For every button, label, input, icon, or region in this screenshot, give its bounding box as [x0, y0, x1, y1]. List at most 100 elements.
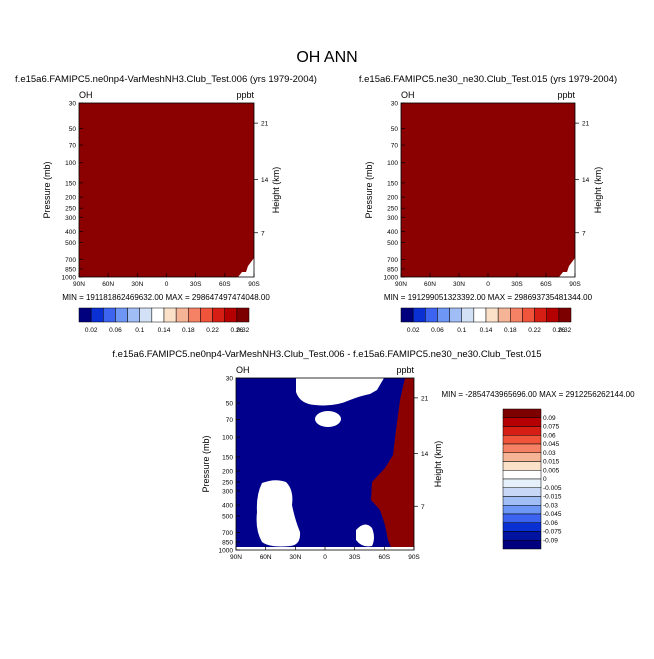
colorbar-swatch — [502, 513, 542, 523]
x-tick-labels: 90N 60N 30N 0 30S 60S 90S — [230, 546, 420, 561]
y-axis-right-label: Height (km) — [271, 167, 281, 214]
y-tick-label: 150 — [65, 180, 76, 187]
colorbar-swatch — [236, 307, 250, 323]
y-tick-label: 700 — [222, 530, 233, 537]
panel-model-b: f.e15a6.FAMIPC5.ne30_ne30.Club_Test.015 … — [359, 74, 617, 334]
colorbar-swatch — [534, 307, 547, 323]
colorbar-swatch — [502, 461, 542, 471]
colorbar-swatch — [437, 307, 450, 323]
colorbar-label: 0.1 — [135, 327, 144, 334]
colorbar-label: 0.005 — [543, 467, 560, 474]
colorbar-swatch — [502, 417, 542, 427]
colorbar-swatch — [224, 307, 238, 323]
colorbar-swatch — [502, 487, 542, 497]
colorbar-label: 0.02 — [407, 327, 420, 334]
panel-difference: f.e15a6.FAMIPC5.ne0np4-VarMeshNH3.Club_T… — [112, 349, 635, 561]
x-tick-label: 90S — [569, 281, 581, 288]
panel-model-a: f.e15a6.FAMIPC5.ne0np4-VarMeshNH3.Club_T… — [15, 74, 317, 334]
colorbar-label: 0.18 — [504, 327, 517, 334]
contour-fill-near-zero-top — [296, 378, 384, 406]
colorbar-swatch — [449, 307, 462, 323]
contour-fill-missing-corner — [559, 258, 575, 277]
y-tick-label: 150 — [222, 454, 233, 461]
colorbar-swatch — [103, 307, 116, 323]
y-tick-label: 50 — [226, 401, 234, 408]
y-axis-label: Pressure (mb) — [364, 161, 374, 218]
colorbar: 0.02 0.06 0.1 0.14 0.18 0.22 0.260.32 — [400, 307, 572, 334]
colorbar-swatch — [78, 307, 92, 323]
colorbar-swatch — [502, 452, 542, 462]
panel-variable-label: OH — [401, 90, 415, 100]
colorbar-label: 0.06 — [109, 327, 122, 334]
colorbar-label: 0.06 — [543, 432, 556, 439]
y-tick-label: 500 — [222, 514, 233, 521]
colorbar-swatch — [400, 307, 414, 323]
colorbar-label: 0.22 — [528, 327, 541, 334]
x-tick-label: 90N — [395, 281, 407, 288]
colorbar-label: -0.075 — [543, 529, 562, 536]
colorbar-swatch — [163, 307, 177, 323]
colorbar-swatch — [502, 496, 542, 506]
colorbar-swatch — [502, 408, 542, 418]
colorbar-swatch — [127, 307, 140, 323]
y-tick-label: 400 — [387, 229, 398, 236]
page-title: OH ANN — [296, 49, 357, 66]
colorbar-label: 0.32 — [559, 327, 572, 334]
y-tick-label: 300 — [65, 215, 76, 222]
x-tick-label: 0 — [165, 281, 169, 288]
colorbar-swatch — [510, 307, 523, 323]
x-tick-label: 30S — [349, 554, 361, 561]
y-right-tick-label: 21 — [421, 395, 429, 402]
colorbar-label: 0.18 — [182, 327, 195, 334]
y-tick-label: 500 — [65, 240, 76, 247]
contour-fill-near-zero-lower — [256, 480, 301, 547]
x-tick-label: 30N — [131, 281, 143, 288]
contour-fill-above-max — [371, 378, 414, 550]
x-tick-label: 60N — [424, 281, 436, 288]
colorbar-label: 0.075 — [543, 424, 560, 431]
y-right-tick-label: 14 — [582, 177, 590, 184]
colorbar-swatch — [502, 540, 542, 550]
panel-units-label: ppbt — [557, 90, 575, 100]
x-tick-label: 30S — [511, 281, 523, 288]
colorbar-label: 0.1 — [457, 327, 466, 334]
y-right-tick-labels: 21 14 7 — [575, 121, 590, 237]
panel-variable-label: OH — [79, 90, 93, 100]
x-tick-label: 0 — [323, 554, 327, 561]
x-tick-labels: 90N 60N 30N 0 30S 60S 90S — [395, 273, 581, 288]
colorbar-swatch — [522, 307, 535, 323]
colorbar-label: 0.14 — [480, 327, 493, 334]
colorbar-swatch — [115, 307, 128, 323]
y-tick-label: 70 — [226, 417, 234, 424]
colorbar-label: 0.06 — [431, 327, 444, 334]
panel-units-label: ppbt — [236, 90, 254, 100]
y-tick-labels: 30 50 70 100 150 200 250 300 400 500 700 850 1000 — [384, 101, 405, 282]
y-tick-label: 850 — [387, 266, 398, 273]
y-tick-label: 850 — [65, 266, 76, 273]
y-tick-label: 100 — [65, 160, 76, 167]
colorbar-swatch — [502, 435, 542, 445]
y-tick-label: 700 — [65, 257, 76, 264]
y-right-tick-label: 21 — [261, 121, 269, 128]
y-tick-label: 50 — [69, 126, 77, 133]
min-max-readout: MIN = 191299051323392.00 MAX = 298693735… — [384, 293, 593, 302]
colorbar-swatch — [502, 522, 542, 532]
colorbar-label: 0.26 — [231, 327, 244, 334]
contour-fill-near-zero-mid — [315, 411, 341, 427]
colorbar-swatch — [546, 307, 560, 323]
colorbar-swatch — [502, 426, 542, 436]
panel-title: f.e15a6.FAMIPC5.ne0np4-VarMeshNH3.Club_T… — [15, 74, 317, 85]
y-tick-label: 400 — [65, 229, 76, 236]
panel-title: f.e15a6.FAMIPC5.ne0np4-VarMeshNH3.Club_T… — [112, 349, 541, 360]
contour-fill-above-max — [79, 103, 254, 277]
y-right-tick-labels: 21 14 7 — [414, 395, 429, 511]
colorbar-label: 0.045 — [543, 441, 560, 448]
colorbar-label: 0.14 — [158, 327, 171, 334]
y-tick-label: 100 — [222, 435, 233, 442]
y-axis-right-label: Height (km) — [433, 441, 443, 488]
colorbar-label: -0.06 — [543, 520, 558, 527]
colorbar-swatch — [151, 307, 165, 323]
contour-fill-near-zero-sfc — [356, 524, 374, 547]
y-tick-label: 250 — [65, 206, 76, 213]
colorbar-label: 0 — [543, 476, 547, 483]
